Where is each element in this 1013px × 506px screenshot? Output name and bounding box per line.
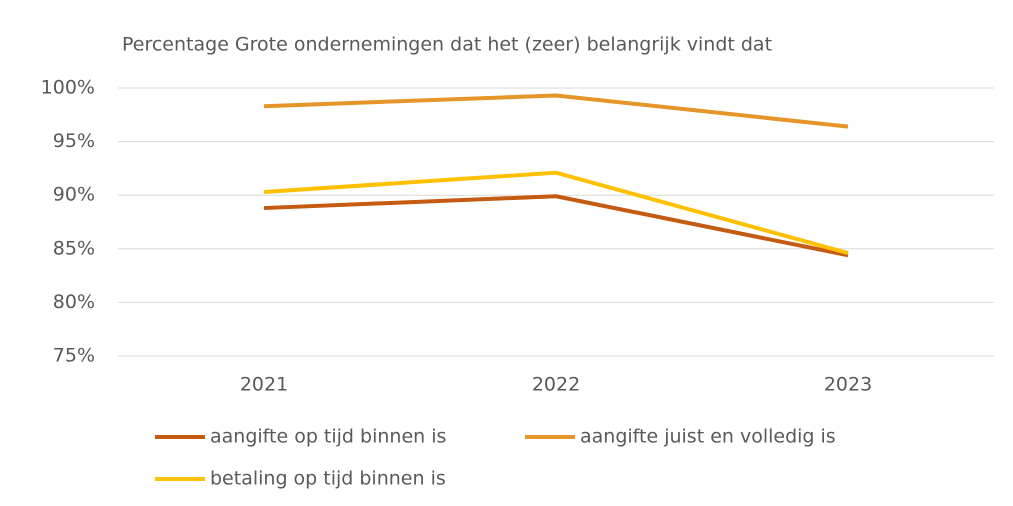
y-tick-label: 100% <box>41 77 95 99</box>
legend-label: betaling op tijd binnen is <box>210 468 446 490</box>
legend-label: aangifte op tijd binnen is <box>210 426 446 448</box>
x-tick-label: 2022 <box>532 374 580 396</box>
chart-title: Percentage Grote ondernemingen dat het (… <box>122 34 772 56</box>
legend-label: aangifte juist en volledig is <box>580 426 836 448</box>
x-tick-label: 2023 <box>824 374 872 396</box>
x-tick-label: 2021 <box>240 374 288 396</box>
y-tick-label: 85% <box>53 237 95 259</box>
series-line <box>263 194 849 258</box>
y-tick-label: 75% <box>53 345 95 367</box>
series-line <box>263 93 849 129</box>
y-tick-label: 95% <box>53 130 95 152</box>
y-tick-label: 90% <box>53 184 95 206</box>
series-line <box>263 170 849 256</box>
y-tick-label: 80% <box>53 291 95 313</box>
